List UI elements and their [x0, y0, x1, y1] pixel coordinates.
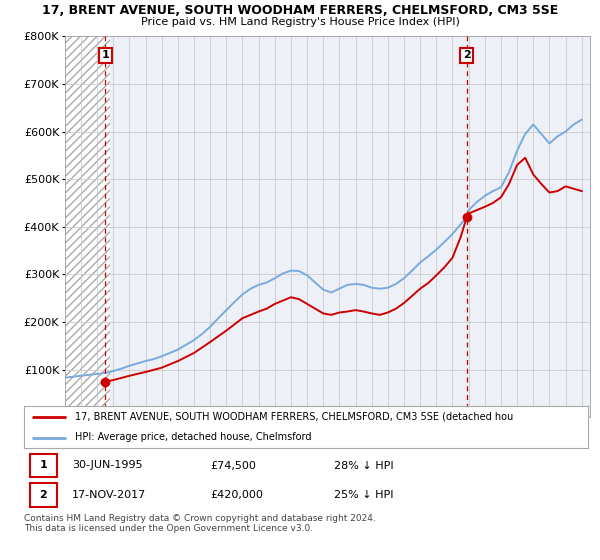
Text: 17-NOV-2017: 17-NOV-2017 — [72, 490, 146, 500]
Text: 2: 2 — [463, 50, 470, 60]
Text: 25% ↓ HPI: 25% ↓ HPI — [334, 490, 394, 500]
Text: £74,500: £74,500 — [210, 460, 256, 470]
Text: 17, BRENT AVENUE, SOUTH WOODHAM FERRERS, CHELMSFORD, CM3 5SE: 17, BRENT AVENUE, SOUTH WOODHAM FERRERS,… — [42, 4, 558, 17]
Text: 28% ↓ HPI: 28% ↓ HPI — [334, 460, 394, 470]
Text: 1: 1 — [101, 50, 109, 60]
Text: 17, BRENT AVENUE, SOUTH WOODHAM FERRERS, CHELMSFORD, CM3 5SE (detached hou: 17, BRENT AVENUE, SOUTH WOODHAM FERRERS,… — [75, 412, 513, 422]
Text: 2: 2 — [40, 490, 47, 500]
FancyBboxPatch shape — [29, 483, 57, 507]
Text: 30-JUN-1995: 30-JUN-1995 — [72, 460, 143, 470]
FancyBboxPatch shape — [29, 454, 57, 477]
Text: Price paid vs. HM Land Registry's House Price Index (HPI): Price paid vs. HM Land Registry's House … — [140, 17, 460, 27]
Text: Contains HM Land Registry data © Crown copyright and database right 2024.
This d: Contains HM Land Registry data © Crown c… — [24, 514, 376, 534]
Text: 1: 1 — [40, 460, 47, 470]
Text: HPI: Average price, detached house, Chelmsford: HPI: Average price, detached house, Chel… — [75, 432, 311, 442]
Text: £420,000: £420,000 — [210, 490, 263, 500]
